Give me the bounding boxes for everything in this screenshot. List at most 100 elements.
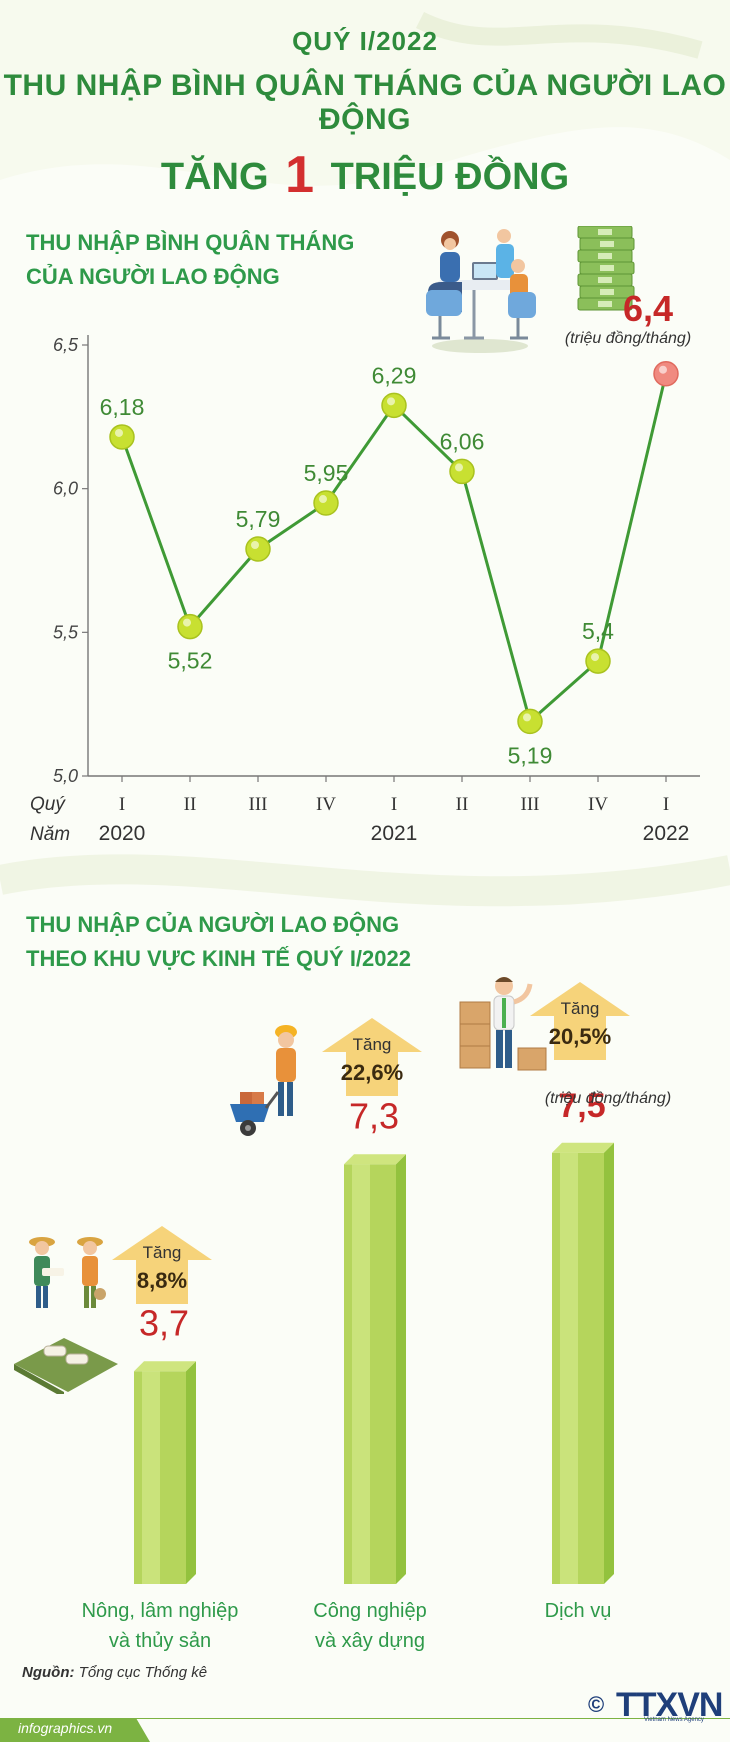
logo-text: TTXVN (616, 1686, 723, 1724)
data-point (585, 648, 611, 674)
data-point-highlight (319, 495, 327, 504)
x-tick-label-quarter: IV (588, 794, 608, 815)
bar-side (186, 1361, 196, 1584)
bar-group (344, 1154, 406, 1584)
highlight-value: 6,4 (622, 288, 674, 329)
data-point-highlight (591, 653, 599, 662)
x-axis-label-year: Năm (30, 824, 70, 845)
sector-category-line: Nông, lâm nghiệp (81, 1600, 239, 1622)
data-point (653, 360, 679, 387)
data-point-highlight (251, 541, 259, 550)
x-year-label: 2021 (371, 822, 418, 845)
data-label: 6,18 (100, 394, 145, 420)
increase-label: Tăng (561, 999, 600, 1018)
bar-value-label: 7,5 (558, 1087, 605, 1125)
data-point-highlight (387, 397, 395, 406)
headline-unit: TRIỆU ĐỒNG (330, 156, 570, 198)
increase-arrow (322, 1018, 422, 1096)
increase-label: Tăng (353, 1035, 392, 1054)
bar-shine (142, 1371, 160, 1584)
headline-number: 1 (285, 146, 314, 204)
source-label: Nguồn: (22, 1664, 75, 1681)
data-point (449, 458, 475, 485)
data-point-highlight (455, 463, 463, 472)
data-label: 6,06 (440, 428, 485, 454)
x-tick-label-quarter: III (249, 794, 268, 815)
sector-category-label: Dịch vụ (468, 1596, 688, 1626)
x-tick-label-quarter: I (119, 794, 125, 815)
x-axis-label-quarter: Quý (30, 794, 66, 815)
sector-category-label: Nông, lâm nghiệp và thủy sản (50, 1596, 270, 1656)
bar-top (134, 1361, 196, 1372)
bar-side (604, 1142, 614, 1584)
increase-arrow (112, 1226, 212, 1304)
section1-title-line2: CỦA NGƯỜI LAO ĐỘNG (26, 264, 280, 289)
y-tick-label: 6,5 (53, 335, 79, 355)
site-name: infographics.vn (18, 1720, 113, 1736)
source-line: Nguồn: Tổng cục Thống kê (22, 1664, 207, 1681)
bar-group (134, 1361, 196, 1584)
increase-label: Tăng (143, 1243, 182, 1262)
data-label: 5,19 (508, 742, 553, 768)
highlight-callout: 6,4 (triệu đồng/tháng) (548, 288, 708, 348)
highlight-unit: (triệu đồng/tháng) (564, 330, 692, 347)
data-point (381, 392, 407, 419)
y-tick-label: 5,0 (53, 766, 78, 786)
farmers-icon (14, 1237, 118, 1394)
section1-title: THU NHẬP BÌNH QUÂN THÁNG CỦA NGƯỜI LAO Đ… (26, 226, 354, 294)
source-name: Tổng cục Thống kê (78, 1664, 208, 1681)
x-tick-label-quarter: IV (316, 794, 336, 815)
bar-shine (352, 1164, 370, 1584)
x-tick-label-quarter: I (391, 794, 397, 815)
data-label: 5,4 (582, 618, 614, 644)
x-tick-label-quarter: III (521, 794, 540, 815)
logo-subtext: Vietnam News Agency (644, 1717, 704, 1723)
bar-top (552, 1142, 614, 1153)
x-year-label: 2022 (643, 822, 690, 845)
sector-unit-label: (triệu đồng/tháng) (544, 1090, 672, 1107)
header-subject: THU NHẬP BÌNH QUÂN THÁNG CỦA NGƯỜI LAO Đ… (3, 69, 727, 136)
increase-percent: 22,6% (341, 1060, 403, 1085)
data-point (245, 536, 271, 562)
data-label: 6,29 (372, 362, 417, 388)
section2-title-line2: THEO KHU VỰC KINH TẾ QUÝ I/2022 (26, 946, 411, 971)
x-tick-label-quarter: II (456, 794, 469, 815)
bar-top (344, 1154, 406, 1165)
data-point-highlight (659, 365, 667, 374)
office-meeting-icon (426, 229, 536, 353)
headline-verb: TĂNG (160, 156, 269, 198)
copyright-symbol: © (588, 1692, 605, 1717)
sector-bar-chart: 3,7 Tăng 8,8% 7,3 Tăng 22,6% 7,5 Tăng 20,5% (112, 982, 630, 1584)
page-header: QUÝ I/2022 THU NHẬP BÌNH QUÂN THÁNG CỦA … (0, 26, 730, 205)
data-point-highlight (523, 713, 531, 722)
data-point-highlight (183, 618, 191, 627)
data-point (109, 424, 135, 450)
bar-value-label: 7,3 (349, 1095, 399, 1136)
ttxvn-logo: © TTXVN Vietnam News Agency (588, 1686, 723, 1724)
bar-shine (560, 1152, 578, 1584)
footer-bar (0, 1718, 730, 1742)
bar-side (396, 1154, 406, 1584)
y-tick-label: 5,5 (53, 622, 79, 642)
data-label: 5,79 (236, 506, 281, 532)
data-point (517, 708, 543, 735)
section2-title: THU NHẬP CỦA NGƯỜI LAO ĐỘNG THEO KHU VỰC… (26, 908, 411, 976)
data-point-highlight (115, 428, 123, 437)
data-label: 5,95 (304, 460, 349, 486)
increase-percent: 20,5% (549, 1024, 611, 1049)
increase-arrow (530, 982, 630, 1060)
data-label: 5,52 (168, 648, 213, 674)
delivery-man-icon (459, 977, 547, 1071)
section1-title-line1: THU NHẬP BÌNH QUÂN THÁNG (26, 230, 355, 255)
sector-category-line: Công nghiệp (313, 1600, 427, 1622)
data-point (177, 613, 203, 640)
sector-category-line: và thủy sản (108, 1630, 212, 1652)
bar-value-label: 3,7 (139, 1302, 189, 1343)
construction-worker-icon (230, 1025, 297, 1136)
x-tick-label-quarter: II (184, 794, 197, 815)
money-stack-icon (577, 226, 635, 311)
data-point (313, 490, 339, 516)
y-tick-label: 6,0 (53, 479, 78, 499)
